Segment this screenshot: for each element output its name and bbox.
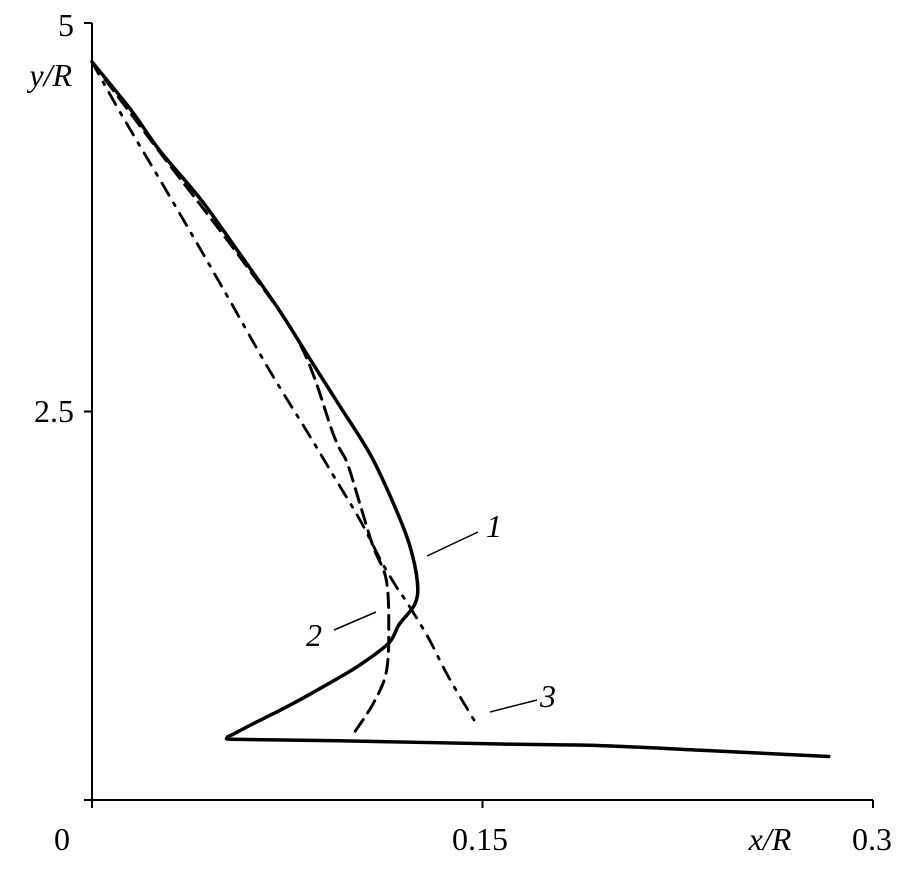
series-line-1 [90, 60, 831, 759]
curve-label-3: 3 [539, 678, 556, 714]
x-tick-label-0.3: 0.3 [852, 821, 892, 857]
leader-line-3 [489, 699, 538, 713]
curve-label-1: 1 [486, 508, 502, 544]
series-line-3 [90, 60, 479, 727]
x-tick-label-0.15: 0.15 [452, 821, 508, 857]
series-line-2 [90, 60, 391, 734]
x-axis-title: x/R [748, 821, 792, 857]
y-tick-label-5: 5 [58, 7, 74, 43]
leader-line-1 [426, 531, 479, 557]
y-tick-label-2.5: 2.5 [34, 393, 74, 429]
curve-label-2: 2 [306, 617, 322, 653]
x-tick-label-0: 0 [54, 821, 70, 857]
y-axis-title: y/R [26, 57, 72, 93]
leader-line-2 [333, 611, 377, 631]
